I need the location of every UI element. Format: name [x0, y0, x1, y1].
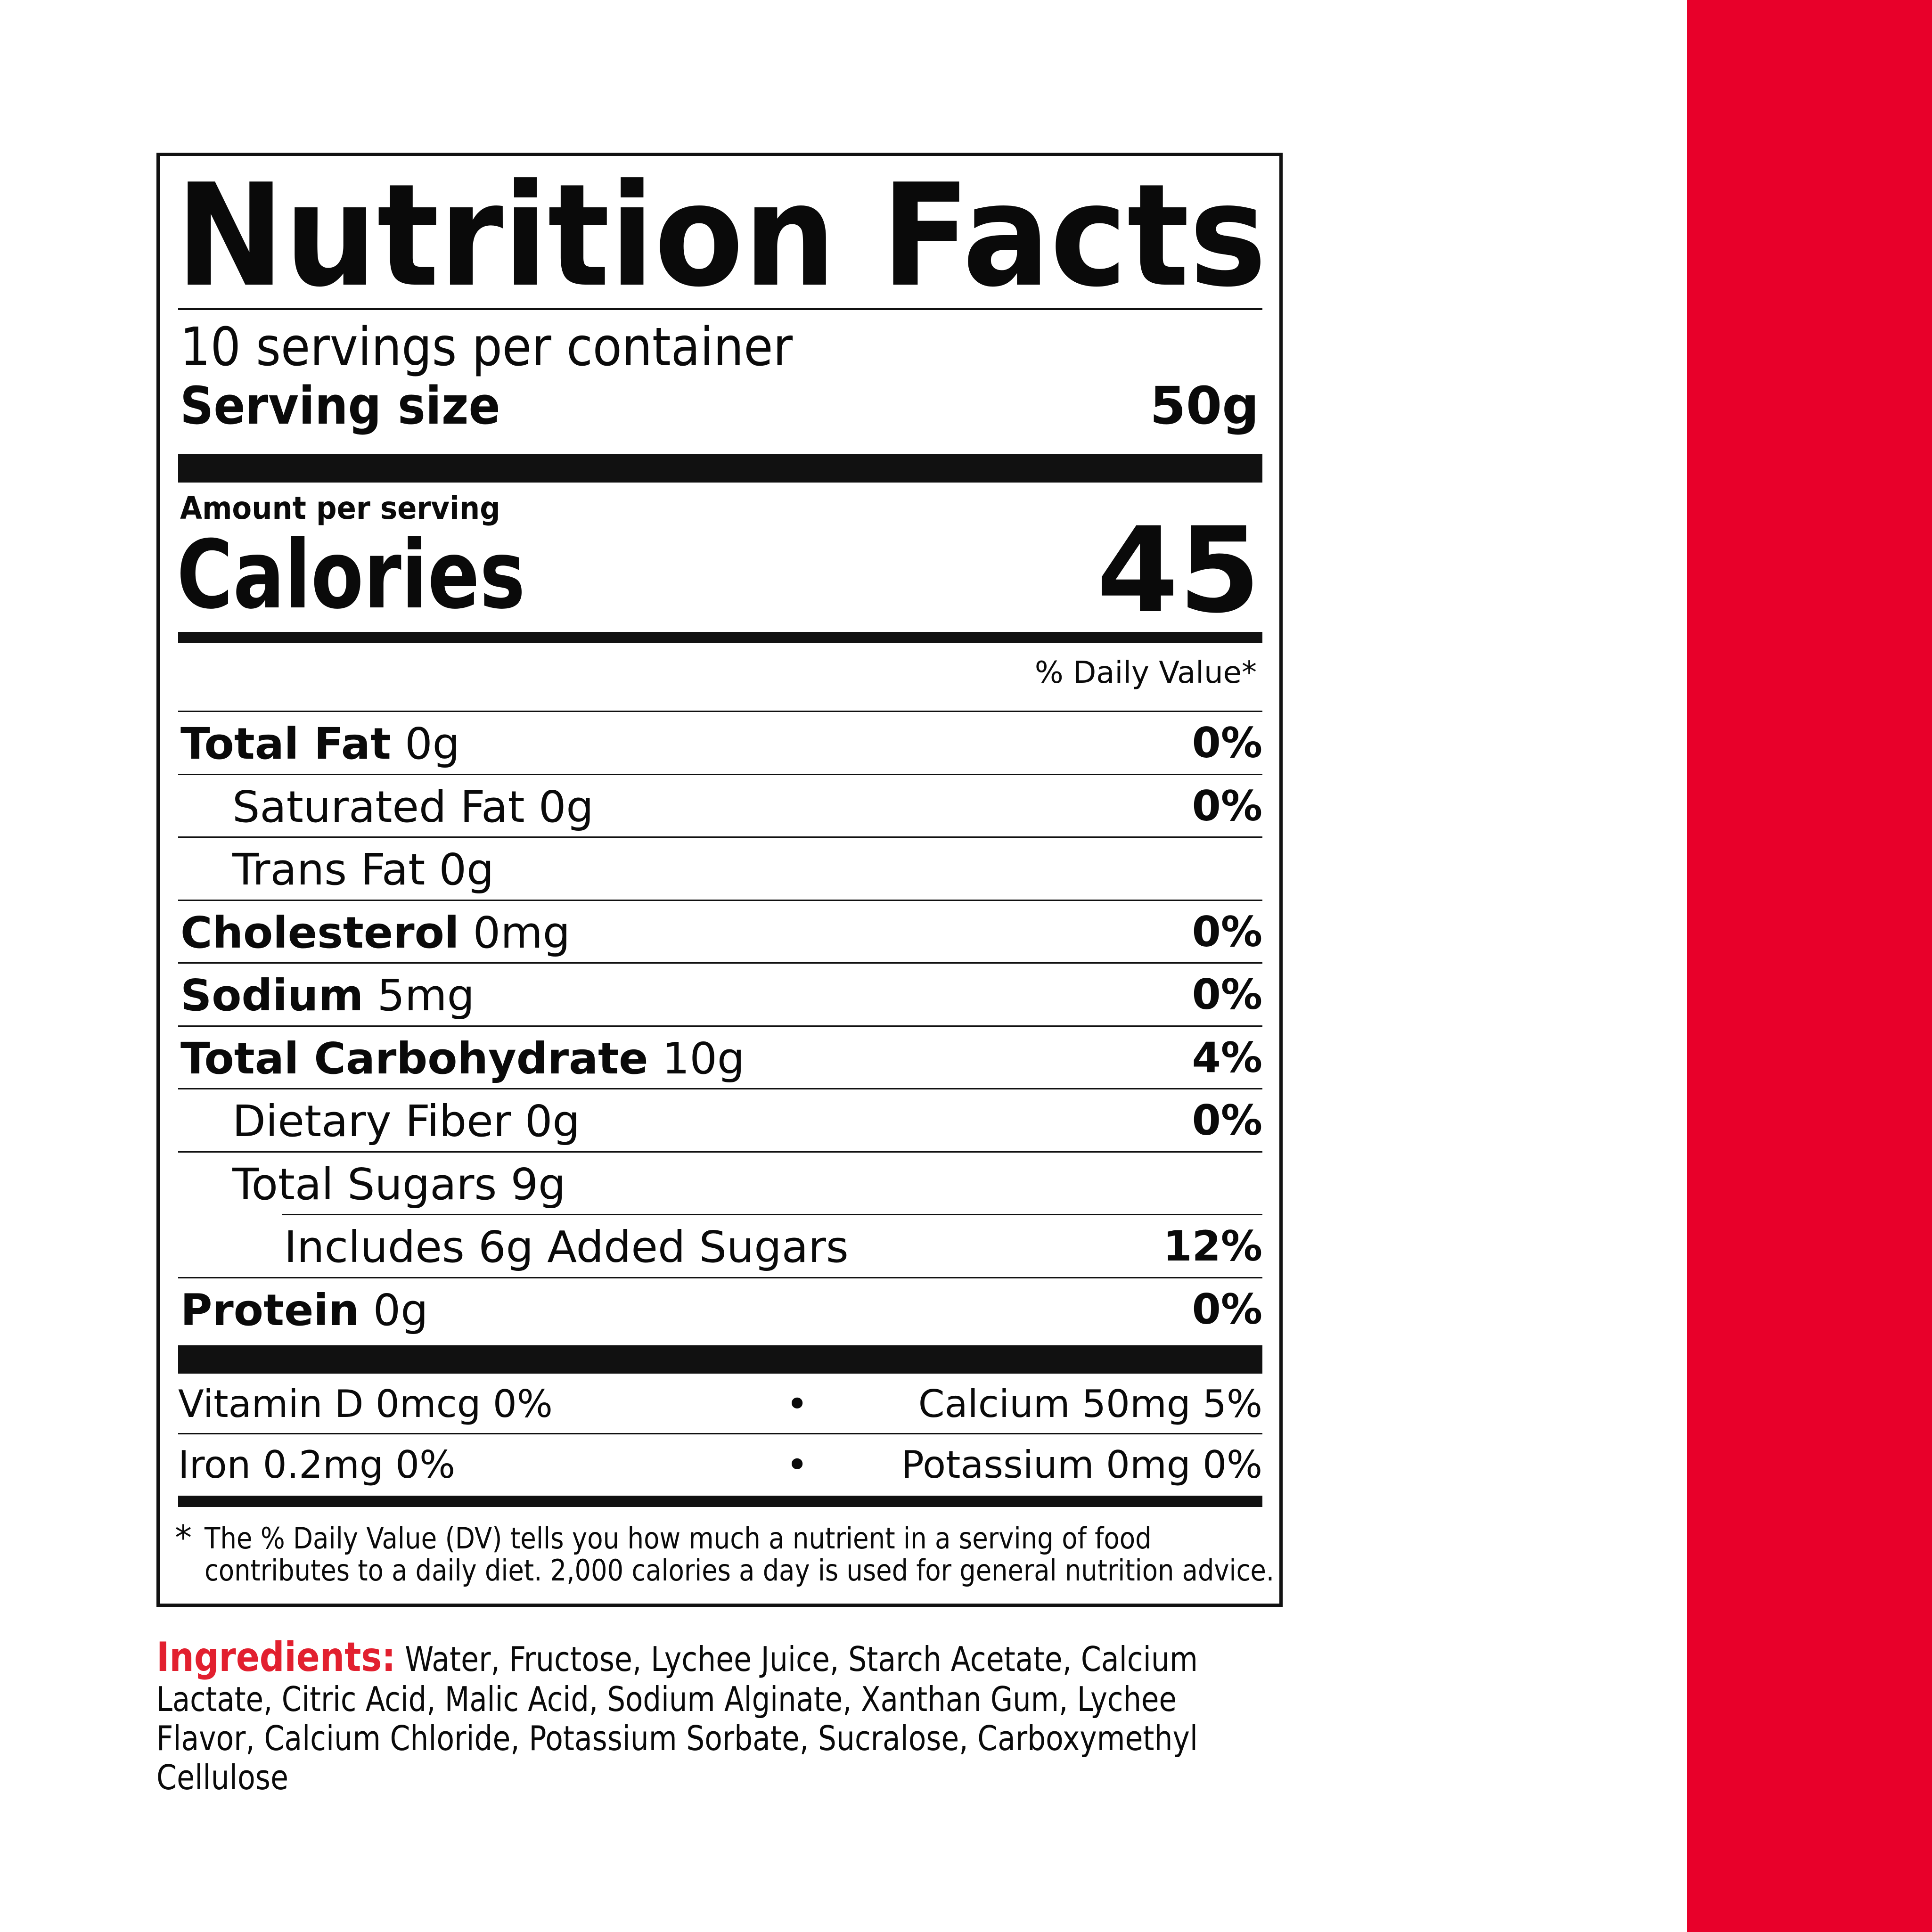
daily-value-percent: 0%	[1192, 719, 1262, 767]
divider	[178, 1088, 1262, 1089]
nutrient-label: Cholesterol	[180, 907, 459, 958]
ingredients-text: Cellulose	[156, 1758, 289, 1797]
divider	[178, 1277, 1262, 1278]
nutrient-row: Total Carbohydrate 10g 4%	[178, 1027, 1262, 1089]
daily-value-header: % Daily Value*	[1034, 655, 1257, 690]
thick-divider	[178, 1345, 1262, 1374]
nutrient-name: Cholesterol 0mg	[180, 908, 570, 958]
nutrition-facts-label: Nutrition Facts 10 servings per containe…	[156, 153, 1283, 1607]
divider	[178, 962, 1262, 964]
ingredients-text: Flavor, Calcium Chloride, Potassium Sorb…	[156, 1719, 1198, 1758]
servings-per-container: 10 servings per container	[180, 317, 793, 378]
thick-divider	[178, 454, 1262, 483]
daily-value-percent: 0%	[1192, 1096, 1262, 1145]
nutrient-row: Sodium 5mg 0%	[178, 964, 1262, 1026]
daily-value-percent: 0%	[1192, 970, 1262, 1019]
nutrient-label: Total Carbohydrate	[180, 1033, 648, 1084]
ingredients-text: Water, Fructose, Lychee Juice, Starch Ac…	[405, 1639, 1198, 1679]
nutrient-name: Total Fat 0g	[180, 719, 460, 769]
footnote-asterisk: *	[175, 1518, 192, 1557]
nutrient-row: Cholesterol 0mg 0%	[178, 901, 1262, 964]
daily-value-percent: 4%	[1192, 1033, 1262, 1082]
nutrient-row: Trans Fat 0g	[178, 838, 1262, 901]
nutrient-label: Saturated Fat 0g	[232, 781, 594, 832]
vitamin-left: Vitamin D 0mcg 0%	[178, 1382, 553, 1426]
vitamin-row: Iron 0.2mg 0% • Potassium 0mg 0%	[178, 1434, 1262, 1494]
serving-size-value: 50g	[1150, 376, 1259, 436]
divider	[178, 1151, 1262, 1153]
nutrient-amount: 0g	[373, 1285, 428, 1335]
vitamin-right: Calcium 50mg 5%	[918, 1382, 1262, 1426]
vitamin-right: Potassium 0mg 0%	[901, 1443, 1262, 1487]
nutrient-label: Protein	[180, 1285, 360, 1335]
nutrient-row: Dietary Fiber 0g 0%	[178, 1089, 1262, 1152]
nutrient-label: Includes 6g Added Sugars	[284, 1222, 849, 1272]
daily-value-percent: 12%	[1163, 1222, 1262, 1270]
nutrient-row: Total Sugars 9g	[178, 1153, 1262, 1215]
footnote-line-1: The % Daily Value (DV) tells you how muc…	[205, 1521, 1152, 1555]
ingredients-line: Ingredients: Water, Fructose, Lychee Jui…	[156, 1635, 1373, 1680]
vitamin-row: Vitamin D 0mcg 0% • Calcium 50mg 5%	[178, 1374, 1262, 1433]
nutrient-name: Dietary Fiber 0g	[232, 1096, 580, 1146]
nutrient-name: Saturated Fat 0g	[232, 782, 594, 832]
nutrient-row: Total Fat 0g 0%	[178, 712, 1262, 775]
nutrient-amount: 10g	[662, 1033, 745, 1084]
divider	[178, 836, 1262, 838]
red-side-panel	[1687, 0, 1932, 1932]
nutrient-label: Total Sugars 9g	[232, 1159, 566, 1210]
nutrient-label: Trans Fat 0g	[232, 844, 494, 895]
nutrient-amount: 5mg	[377, 970, 475, 1021]
ingredients-text: Lactate, Citric Acid, Malic Acid, Sodium…	[156, 1679, 1177, 1719]
nutrient-label: Total Fat	[180, 719, 391, 769]
daily-value-percent: 0%	[1192, 907, 1262, 956]
serving-size-label: Serving size	[180, 376, 500, 436]
vitamin-left: Iron 0.2mg 0%	[178, 1443, 456, 1487]
nutrient-amount: 0mg	[473, 907, 571, 958]
medium-divider	[178, 1496, 1262, 1507]
divider	[178, 773, 1262, 775]
bullet-separator: •	[786, 1382, 809, 1426]
nutrient-amount: 0g	[405, 719, 460, 769]
calories-value: 45	[1097, 502, 1261, 639]
bullet-separator: •	[786, 1443, 809, 1487]
nutrient-row: Saturated Fat 0g 0%	[178, 775, 1262, 838]
nutrient-name: Protein 0g	[180, 1285, 428, 1335]
nutrient-label: Sodium	[180, 970, 364, 1021]
nutrient-row: Includes 6g Added Sugars 12%	[178, 1215, 1262, 1278]
divider	[178, 711, 1262, 712]
daily-value-percent: 0%	[1192, 1285, 1262, 1334]
calories-label: Calories	[177, 520, 525, 630]
nutrient-name: Trans Fat 0g	[232, 844, 494, 895]
amount-per-serving: Amount per serving	[180, 490, 500, 526]
nutrient-label: Dietary Fiber 0g	[232, 1096, 580, 1146]
nutrient-name: Sodium 5mg	[180, 970, 475, 1021]
footnote-line-2: contributes to a daily diet. 2,000 calor…	[205, 1553, 1275, 1588]
ingredients-label: Ingredients:	[156, 1634, 396, 1681]
divider	[178, 1025, 1262, 1027]
divider	[178, 308, 1262, 310]
divider	[178, 899, 1262, 901]
nutrient-name: Includes 6g Added Sugars	[284, 1222, 849, 1272]
divider	[178, 1433, 1262, 1434]
label-title: Nutrition Facts	[176, 154, 1267, 318]
daily-value-percent: 0%	[1192, 781, 1262, 830]
nutrient-name: Total Sugars 9g	[232, 1159, 566, 1210]
divider	[282, 1214, 1262, 1215]
medium-divider	[178, 632, 1262, 643]
nutrient-row: Protein 0g 0%	[178, 1278, 1262, 1341]
nutrient-name: Total Carbohydrate 10g	[180, 1033, 745, 1084]
